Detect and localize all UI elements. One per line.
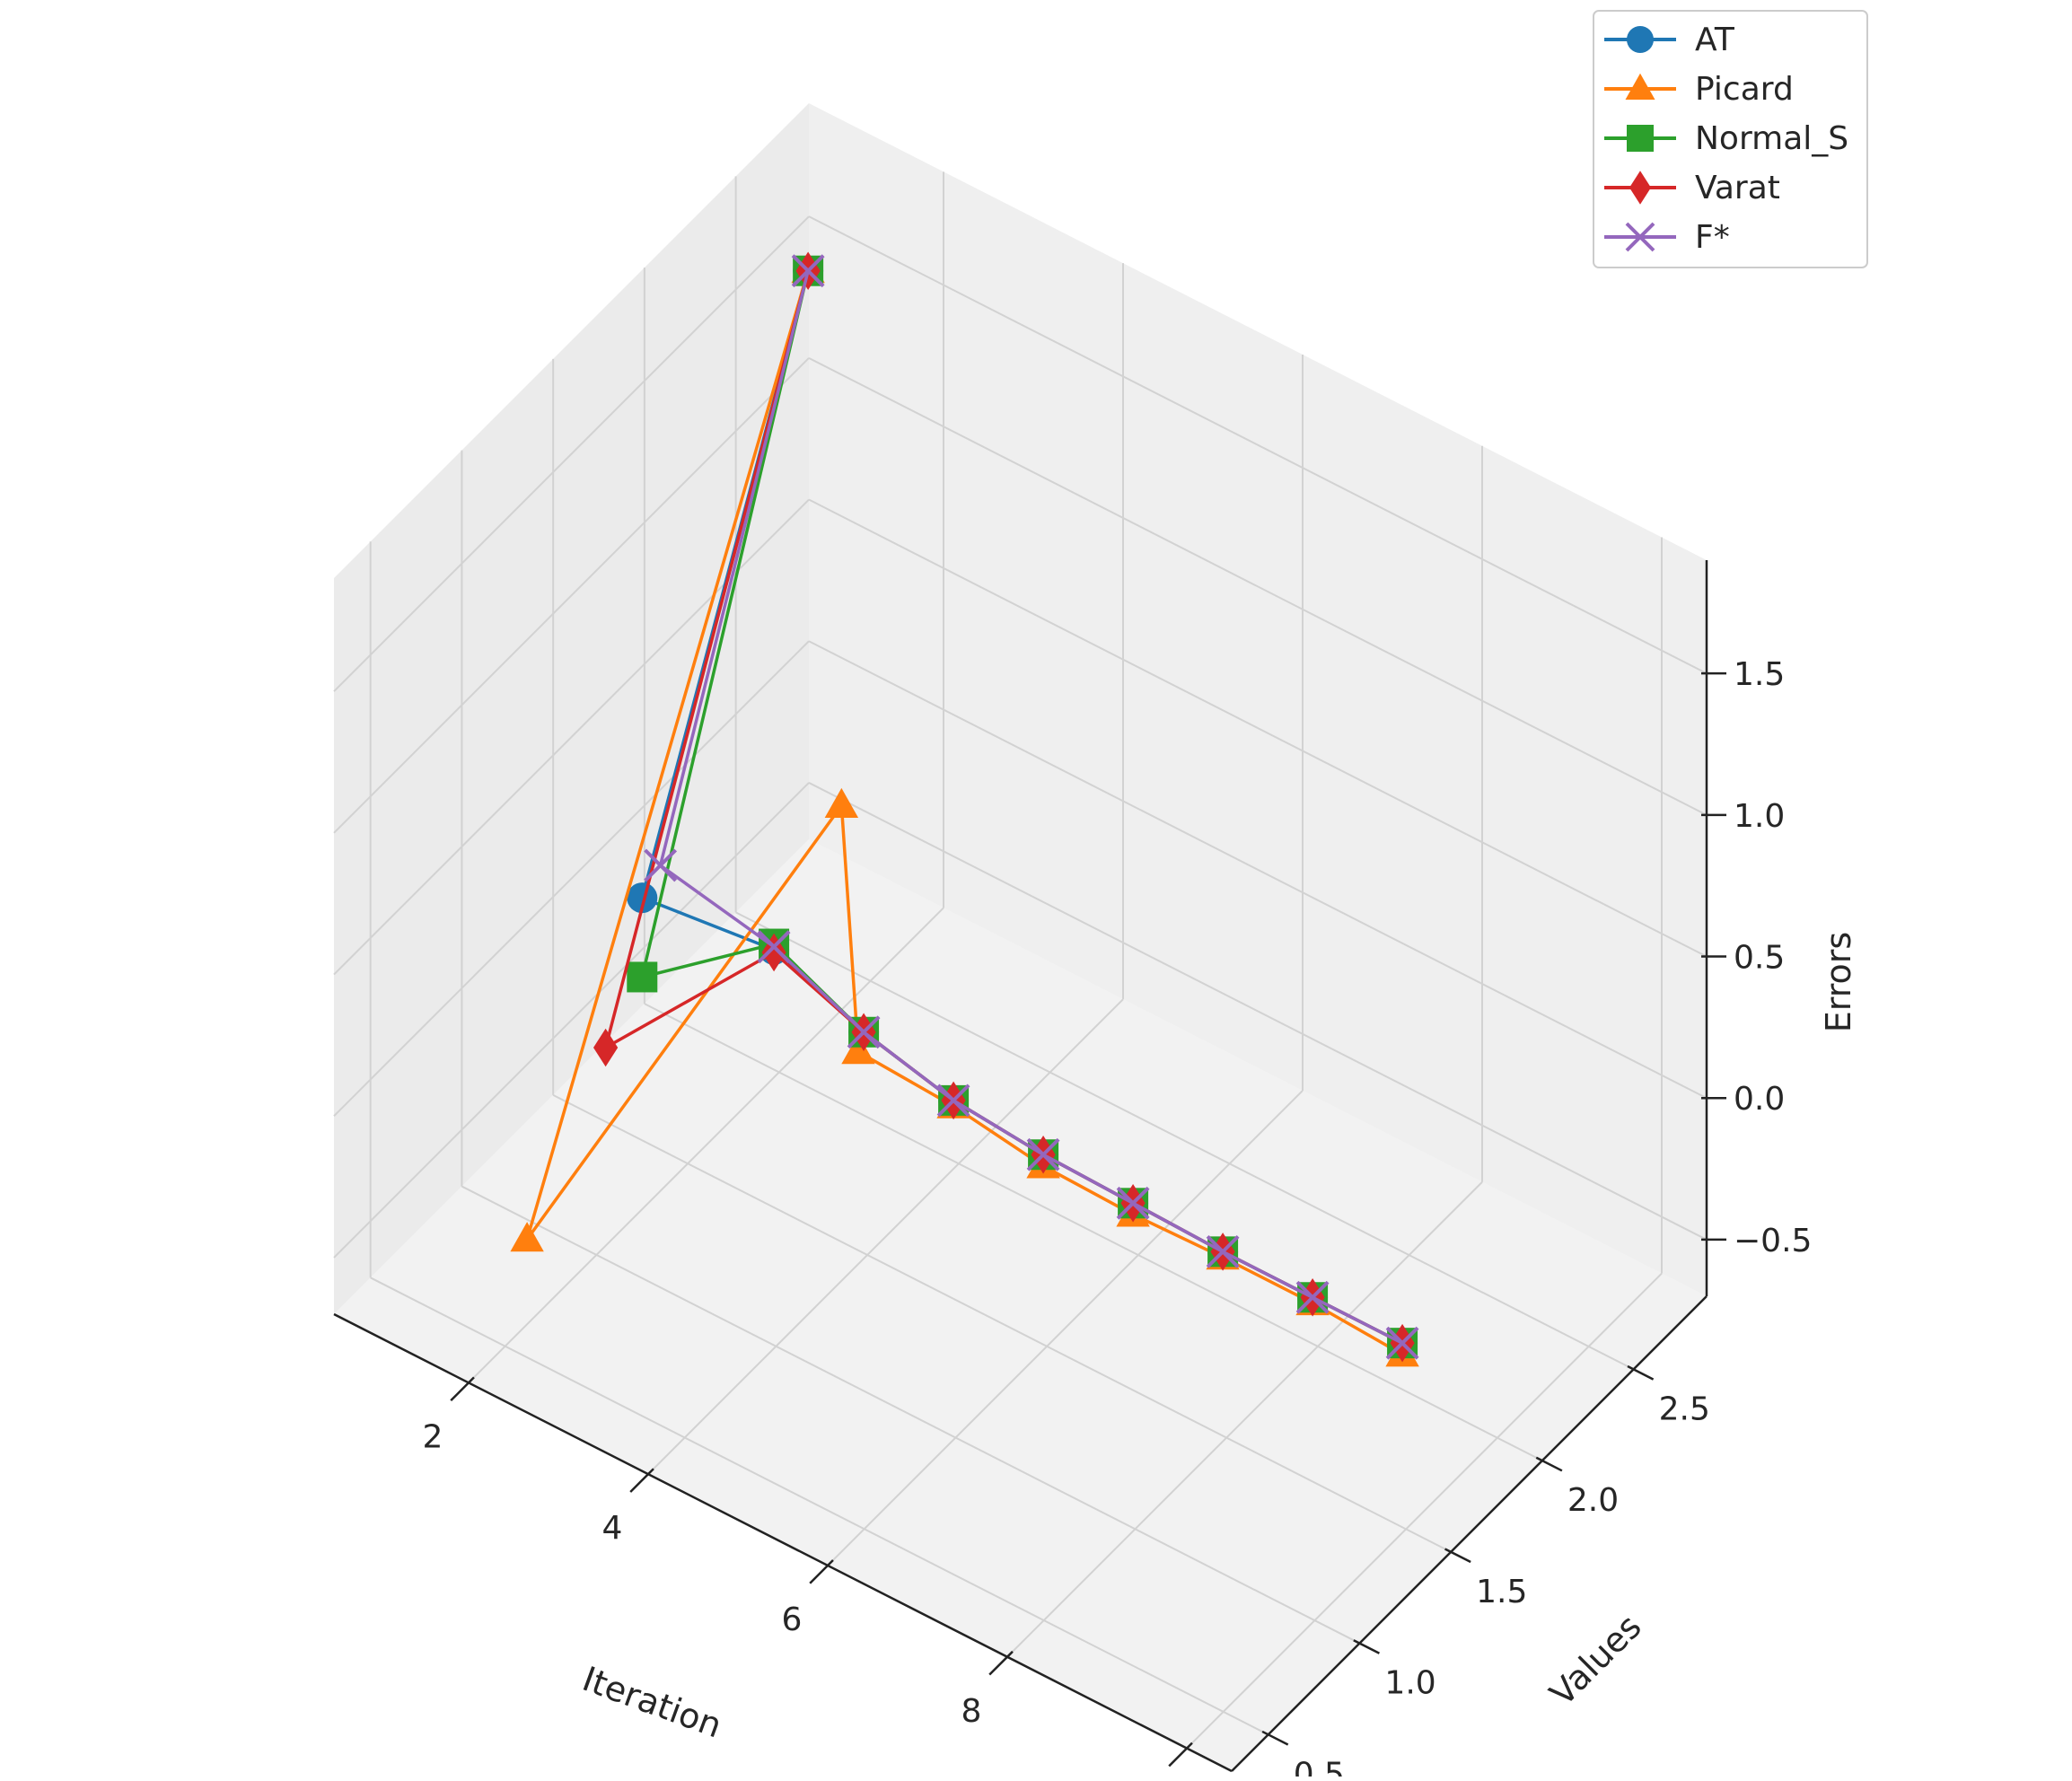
- legend-marker: [1625, 222, 1655, 252]
- legend-swatch-varat: [1604, 171, 1676, 205]
- legend-marker: [1627, 26, 1654, 53]
- legend-marker: [1627, 125, 1654, 152]
- data-point-picard: [510, 1222, 544, 1252]
- y-tick-mark: [1261, 1730, 1289, 1746]
- legend-label-normal-s: Normal_S: [1695, 120, 1848, 157]
- legend-entry-picard: Picard: [1604, 71, 1794, 108]
- data-point-f: [1116, 1186, 1150, 1220]
- x-axis-label: Iteration: [577, 1659, 727, 1745]
- y-grid-floor: [644, 1003, 1543, 1462]
- data-point-f: [847, 1015, 881, 1049]
- z-grid-left-wall: [333, 215, 810, 692]
- legend-frame: [1593, 10, 1868, 268]
- legend-swatch-f-star: [1604, 222, 1676, 252]
- axes-grid: [333, 171, 1708, 1750]
- z-tick-label: 0.0: [1734, 1081, 1785, 1118]
- x-tick-label: 4: [602, 1510, 623, 1547]
- legend-entry-at: AT: [1604, 22, 1735, 58]
- z-grid-right-wall: [808, 215, 1708, 675]
- x-tick-mark: [629, 1468, 654, 1493]
- back-left-pane: [334, 103, 809, 1314]
- series-f: [644, 254, 1419, 1360]
- data-point-f: [936, 1084, 970, 1118]
- z-tick-label: 1.0: [1734, 798, 1785, 835]
- z-grid-left-wall: [333, 782, 810, 1259]
- data-point-picard: [824, 787, 859, 819]
- data-point-f: [1295, 1280, 1330, 1314]
- x-tick-mark: [1168, 1742, 1193, 1768]
- data-point-f: [1026, 1137, 1060, 1171]
- legend-swatch-at: [1604, 26, 1676, 53]
- series-layer: [510, 251, 1419, 1367]
- data-point-normal-s: [627, 961, 658, 993]
- y-tick-label: 1.0: [1384, 1665, 1435, 1702]
- data-point-f: [644, 848, 678, 882]
- y-tick-label: 2.0: [1567, 1482, 1619, 1519]
- x-grid-floor: [647, 998, 1124, 1475]
- legend-entry-f-star: F*: [1604, 219, 1730, 256]
- legend-label-picard: Picard: [1695, 71, 1794, 108]
- z-grid-right-wall: [808, 356, 1708, 816]
- z-tick-label: 1.5: [1734, 656, 1785, 693]
- series-line-picard: [525, 270, 1403, 1356]
- floor-pane: [334, 839, 1707, 1771]
- data-point-f: [1385, 1326, 1419, 1360]
- data-point-at: [627, 882, 658, 914]
- x-grid-floor: [827, 1090, 1304, 1566]
- y-tick-mark: [1444, 1548, 1471, 1564]
- legend-label-f-star: F*: [1695, 219, 1730, 256]
- x-tick-mark: [450, 1376, 475, 1402]
- y-grid-floor: [370, 1277, 1269, 1736]
- x-grid-floor: [468, 907, 944, 1384]
- data-point-f: [791, 254, 825, 288]
- y-tick-label: 1.5: [1476, 1574, 1527, 1610]
- z-grid-left-wall: [333, 357, 810, 834]
- legend-entry-varat: Varat: [1604, 170, 1780, 206]
- x-tick-label: 6: [782, 1601, 803, 1638]
- data-point-f: [757, 930, 791, 964]
- y-grid-floor: [552, 1093, 1452, 1553]
- x-grid-floor: [1186, 1272, 1663, 1750]
- z-grid-right-wall: [808, 640, 1708, 1100]
- legend-entry-normal-s: Normal_S: [1604, 120, 1848, 157]
- legend: AT Picard Normal_S Varat F*: [1593, 10, 1868, 268]
- x-tick-label: 8: [961, 1693, 982, 1730]
- legend-marker: [1629, 171, 1651, 205]
- y-tick-mark: [1627, 1364, 1655, 1381]
- z-grid-right-wall: [808, 782, 1708, 1241]
- z-grid-left-wall: [333, 498, 810, 976]
- z-grid-right-wall: [808, 498, 1708, 958]
- x-tick-mark: [988, 1650, 1014, 1676]
- y-grid-floor: [735, 911, 1635, 1371]
- y-tick-mark: [1353, 1639, 1380, 1654]
- data-point-varat: [593, 1028, 619, 1067]
- x-tick-label: 2: [423, 1418, 443, 1455]
- legend-label-varat: Varat: [1695, 170, 1780, 206]
- data-point-f: [1206, 1234, 1240, 1268]
- legend-label-at: AT: [1695, 22, 1735, 58]
- axes-panes: [334, 103, 1707, 1771]
- z-grid-left-wall: [333, 640, 810, 1117]
- x-tick-mark: [809, 1559, 834, 1584]
- legend-marker: [1625, 73, 1655, 100]
- z-tick-label: −0.5: [1734, 1223, 1812, 1259]
- z-axis-label: Errors: [1819, 932, 1858, 1032]
- series-line-f: [658, 270, 1403, 1345]
- legend-swatch-normal-s: [1604, 125, 1676, 152]
- legend-swatch-picard: [1604, 73, 1676, 100]
- y-axis-label: Values: [1542, 1607, 1649, 1714]
- y-tick-label: 2.5: [1659, 1391, 1710, 1427]
- x-grid-floor: [1006, 1181, 1483, 1658]
- y-tick-mark: [1535, 1456, 1563, 1472]
- x-axis-line: [333, 1312, 1233, 1773]
- y-tick-label: 0.5: [1294, 1756, 1345, 1777]
- data-point-picard: [841, 1034, 875, 1065]
- z-tick-label: 0.5: [1734, 940, 1785, 977]
- y-axis-line: [1231, 1295, 1708, 1772]
- y-grid-floor: [461, 1185, 1360, 1645]
